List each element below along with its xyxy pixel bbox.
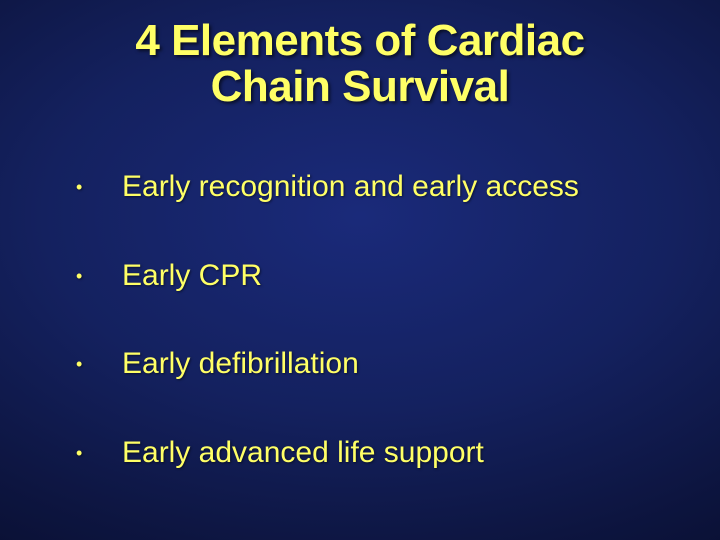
list-item: • Early recognition and early access (70, 170, 680, 205)
title-line-2: Chain Survival (0, 64, 720, 110)
slide: 4 Elements of Cardiac Chain Survival • E… (0, 0, 720, 540)
list-item: • Early advanced life support (70, 436, 680, 471)
bullet-icon: • (70, 170, 122, 205)
title-line-1: 4 Elements of Cardiac (0, 18, 720, 64)
bullet-icon: • (70, 347, 122, 382)
list-item: • Early defibrillation (70, 347, 680, 382)
bullet-icon: • (70, 436, 122, 471)
slide-title: 4 Elements of Cardiac Chain Survival (0, 18, 720, 110)
list-item: • Early CPR (70, 259, 680, 294)
list-item-text: Early CPR (122, 259, 680, 293)
slide-content: • Early recognition and early access • E… (70, 170, 680, 524)
list-item-text: Early defibrillation (122, 347, 680, 381)
bullet-icon: • (70, 259, 122, 294)
list-item-text: Early recognition and early access (122, 170, 680, 204)
list-item-text: Early advanced life support (122, 436, 680, 470)
